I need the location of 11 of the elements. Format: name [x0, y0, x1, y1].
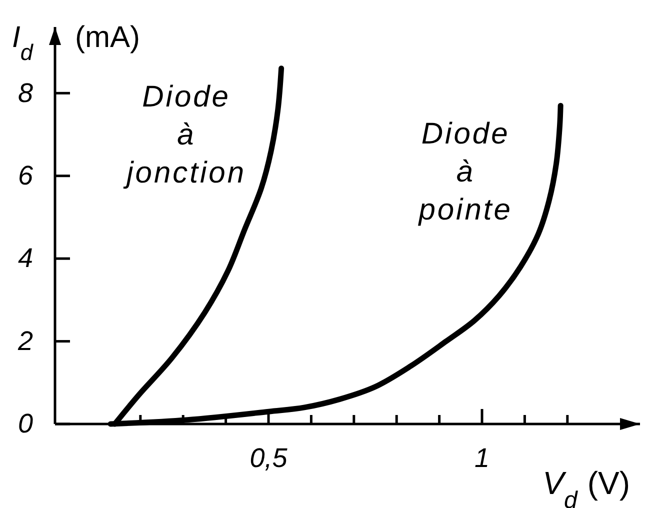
text: I$_{d}$ (mA) — [12, 21, 140, 64]
y-tick-label: 8 — [18, 78, 33, 108]
y-tick-label: 0 — [18, 408, 33, 439]
y-tick-label: 4 — [18, 243, 33, 274]
x-tick-label: 1 — [474, 443, 490, 474]
y-tick-label: 6 — [18, 160, 34, 191]
x-tick-label: 0,5 — [250, 443, 288, 474]
y-tick-label: 2 — [16, 326, 33, 356]
series-label: Diode à pointe — [418, 118, 512, 227]
series-label: Diode à jonction — [122, 80, 246, 190]
x-axis-title: V$_{d}$ (V) — [542, 465, 630, 508]
